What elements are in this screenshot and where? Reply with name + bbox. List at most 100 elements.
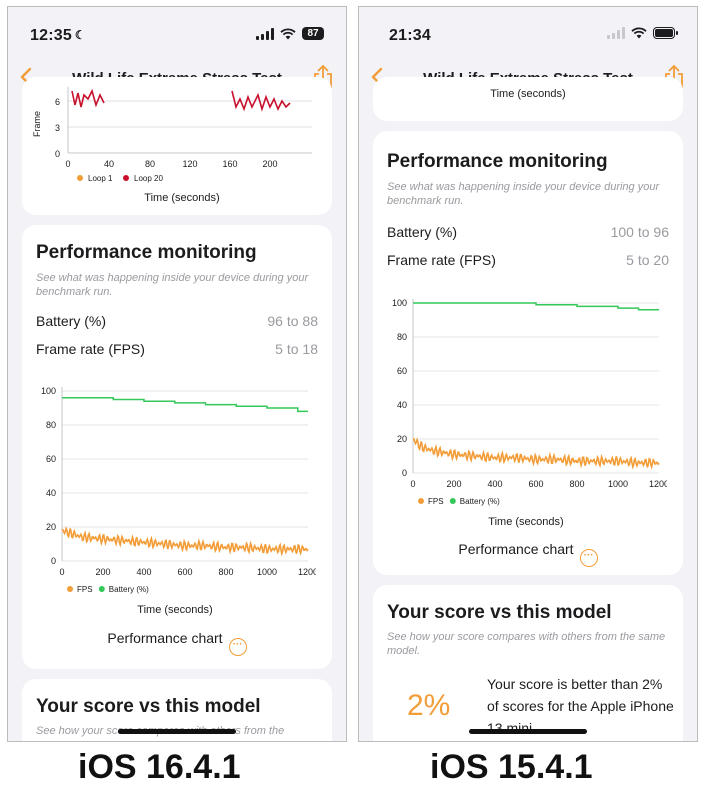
wifi-icon (280, 27, 296, 39)
x-tick-label: 1000 (257, 567, 277, 577)
phone-screenshot-ios15: 21:34 Wild Life Extreme Stress Test Time… (358, 6, 698, 742)
ellipsis-circle-icon[interactable]: ··· (579, 549, 598, 567)
performance-monitoring-card: Performance monitoring See what was happ… (22, 225, 332, 669)
status-bar: 12:35 ☾ 87 (8, 7, 346, 63)
legend-dot-loop-1 (77, 175, 83, 181)
x-tick-label: 400 (487, 479, 502, 489)
performance-chart: 020406080100020040060080010001200FPSBatt… (41, 386, 316, 616)
phone-screenshot-ios16: 12:35☾ 87 Wild Life Extreme Stress Test … (7, 6, 347, 742)
y-tick-label: 60 (46, 454, 56, 464)
y-tick-label: 0 (402, 468, 407, 478)
x-tick-label: 800 (218, 567, 233, 577)
fps-value: 5 to 18 (275, 341, 318, 357)
x-axis-title: Time (seconds) (144, 192, 219, 204)
x-tick-label: 200 (262, 159, 277, 169)
caption-ios16: iOS 16.4.1 (78, 748, 241, 786)
x-tick-label: 0 (59, 567, 64, 577)
fps-value: 5 to 20 (626, 252, 669, 268)
card-title: Performance monitoring (387, 151, 608, 172)
status-bar: 21:34 (359, 7, 697, 63)
loop-20-line (231, 90, 291, 112)
x-tick-label: 120 (182, 159, 197, 169)
performance-chart-link[interactable]: Performance chart ··· (373, 541, 683, 567)
x-tick-label: 0 (65, 159, 70, 169)
battery-label: Battery (%) (387, 224, 458, 240)
loop-20-line (71, 88, 105, 108)
x-axis-title: Time (seconds) (490, 88, 566, 100)
fps-label: Frame rate (FPS) (387, 252, 496, 268)
frame-axis-label: Frame (32, 111, 42, 137)
x-tick-label: 400 (136, 567, 151, 577)
ellipsis-circle-icon[interactable]: ··· (228, 638, 247, 656)
legend-label: Loop 1 (88, 174, 113, 183)
performance-chart-link-label: Performance chart (458, 541, 574, 557)
card-subtitle: See what was happening inside your devic… (387, 181, 660, 207)
x-axis-title: Time (seconds) (137, 604, 212, 616)
x-tick-label: 80 (145, 159, 155, 169)
x-tick-label: 200 (446, 479, 461, 489)
status-time: 21:34 (389, 27, 431, 44)
y-tick-label: 40 (397, 400, 407, 410)
fps-series-line (61, 526, 309, 557)
legend-label: FPS (77, 585, 93, 594)
signal-icon (256, 27, 274, 40)
fps-label: Frame rate (FPS) (36, 341, 145, 357)
battery-icon (653, 27, 678, 39)
caption-ios15: iOS 15.4.1 (430, 748, 593, 786)
legend-label: FPS (428, 497, 444, 506)
x-tick-label: 600 (528, 479, 543, 489)
battery-value: 100 to 96 (610, 224, 669, 240)
y-tick-label: 20 (46, 522, 56, 532)
x-tick-label: 160 (222, 159, 237, 169)
x-axis-title: Time (seconds) (488, 516, 563, 528)
card-title: Your score vs this model (36, 696, 261, 717)
x-tick-label: 1200 (298, 567, 316, 577)
card-subtitle: See how your score compares with others … (387, 631, 666, 657)
y-tick-label: 20 (397, 434, 407, 444)
battery-series-line (413, 302, 659, 311)
battery-percent-badge: 87 (302, 27, 324, 40)
legend-label: Battery (%) (109, 585, 149, 594)
legend-dot (98, 586, 105, 592)
y-tick-label: 100 (392, 298, 407, 308)
x-tick-label: 1000 (608, 479, 628, 489)
performance-chart-link-label: Performance chart (107, 630, 223, 646)
y-tick-label: 80 (46, 420, 56, 430)
home-indicator[interactable] (469, 729, 587, 734)
score-percent: 2% (407, 689, 451, 722)
performance-chart-link[interactable]: Performance chart ··· (22, 630, 332, 656)
x-tick-label: 600 (177, 567, 192, 577)
score-description: Your score is better than 2% of scores f… (487, 676, 674, 736)
home-indicator[interactable] (118, 729, 236, 734)
wifi-icon (631, 27, 647, 39)
legend-dot (449, 498, 456, 504)
card-title: Your score vs this model (387, 602, 612, 623)
y-tick-label: 0 (51, 556, 56, 566)
y-tick-label: 6 (55, 97, 60, 107)
frame-rate-card: Time (seconds) (373, 77, 683, 121)
battery-series-line (62, 397, 308, 413)
legend-dot (418, 498, 424, 504)
x-tick-label: 200 (95, 567, 110, 577)
score-card: Your score vs this model See how your sc… (373, 585, 683, 741)
y-tick-label: 3 (55, 123, 60, 133)
x-tick-label: 800 (569, 479, 584, 489)
legend-dot-loop-20 (123, 175, 129, 181)
x-tick-label: 40 (104, 159, 114, 169)
y-tick-label: 0 (55, 149, 60, 159)
frame-rate-card: Frame 6 3 0 0 40 80 120 160 200 Loop 1 L… (22, 77, 332, 215)
fps-series-line (412, 437, 660, 470)
card-title: Performance monitoring (36, 242, 257, 263)
legend-dot (67, 586, 73, 592)
legend-label: Battery (%) (460, 497, 500, 506)
y-tick-label: 40 (46, 488, 56, 498)
legend-label: Loop 20 (134, 174, 163, 183)
status-icons (607, 27, 678, 39)
y-tick-label: 100 (41, 386, 56, 396)
performance-chart: 020406080100020040060080010001200FPSBatt… (392, 298, 667, 528)
performance-monitoring-card: Performance monitoring See what was happ… (373, 131, 683, 575)
status-time: 12:35 ☾ (30, 27, 86, 44)
frame-rate-chart: Frame 6 3 0 0 40 80 120 160 200 Loop 1 L… (32, 87, 312, 204)
card-subtitle: See what was happening inside your devic… (36, 272, 309, 298)
x-tick-label: 1200 (649, 479, 667, 489)
